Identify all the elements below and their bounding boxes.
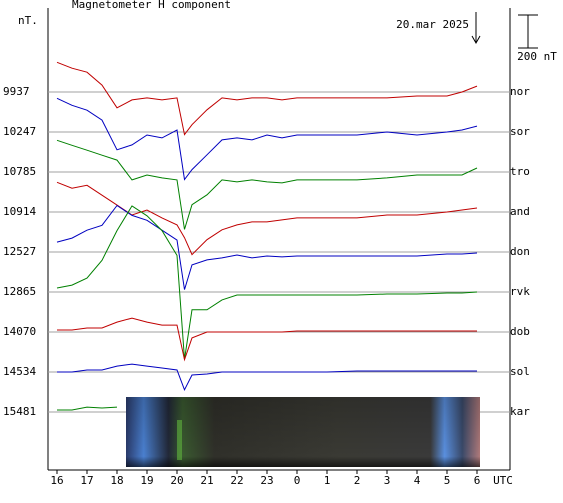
trace [56,97,478,181]
legend-label: sor [510,125,530,138]
x-tick-label: 18 [110,474,123,487]
x-tick-label: 19 [140,474,153,487]
legend-label: rvk [510,285,530,298]
baseline-label: 12865 [3,285,36,298]
scale-label: 200 nT [517,50,557,63]
legend-label: dob [510,325,530,338]
grid [48,91,510,413]
chart-title: Magnetometer H component [72,0,231,11]
x-unit: UTC [493,474,513,487]
x-tick-label: 5 [444,474,451,487]
trace [56,139,478,230]
x-tick-label: 1 [324,474,331,487]
x-tick-label: 2 [354,474,361,487]
baseline-label: 10785 [3,165,36,178]
legend-label: kar [510,405,530,418]
baseline-label: 10247 [3,125,36,138]
date-label: 20.mar 2025 [396,18,469,31]
x-tick-label: 4 [414,474,421,487]
x-tick-label: 22 [230,474,243,487]
x-tick-label: 17 [80,474,93,487]
keogram-shade [126,397,480,467]
x-tick-label: 16 [50,474,63,487]
legend-label: tro [510,165,530,178]
date-arrowhead [471,35,481,45]
legend-label: don [510,245,530,258]
traces [56,61,478,411]
baseline-label: 15481 [3,405,36,418]
baseline-label: 12527 [3,245,36,258]
x-tick-label: 21 [200,474,213,487]
x-tick-label: 6 [474,474,481,487]
trace [56,204,478,290]
baseline-label: 14070 [3,325,36,338]
trace [57,406,118,411]
trace [57,363,477,392]
trace [56,205,478,360]
x-tick-label: 20 [170,474,183,487]
x-tick-label: 0 [294,474,301,487]
x-tick-label: 23 [260,474,273,487]
keogram-aurora [177,420,182,460]
trace [56,61,478,136]
legend-label: sol [510,365,530,378]
legend-label: nor [510,85,530,98]
y-unit: nT. [18,14,38,27]
baseline-label: 14534 [3,365,36,378]
trace [56,181,478,256]
x-tick-label: 3 [384,474,391,487]
trace [57,317,477,362]
legend-label: and [510,205,530,218]
baseline-label: 9937 [3,85,30,98]
baseline-label: 10914 [3,205,36,218]
frame [47,8,511,471]
